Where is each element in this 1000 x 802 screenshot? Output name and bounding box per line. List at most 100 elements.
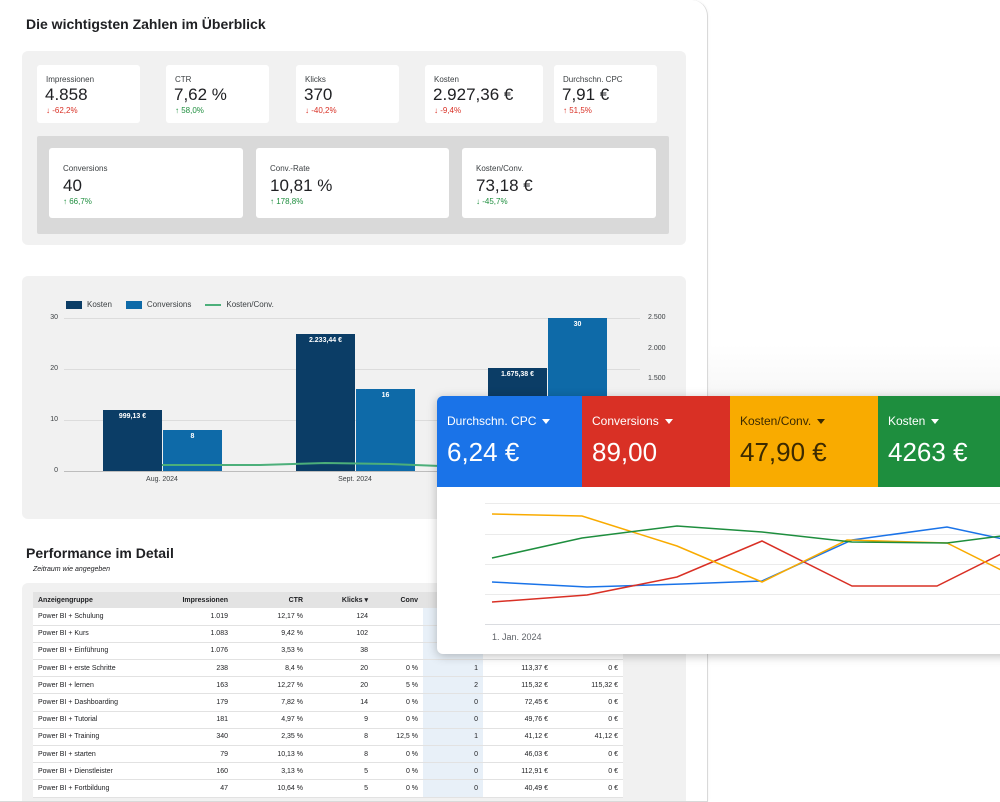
dashboard-kpi-label-text: Conversions	[592, 414, 659, 428]
table-cell: 115,32 €	[553, 676, 623, 695]
kpi-card[interactable]: CTR 7,62 % ↑ 58,0%	[166, 65, 269, 123]
kpi-value: 7,62 %	[174, 85, 227, 104]
dashboard-kpi-card[interactable]: Conversions 89,00	[582, 396, 730, 487]
table-cell: 160	[153, 762, 233, 781]
table-cell: 3,53 %	[233, 642, 308, 661]
dashboard-kpi-label[interactable]: Kosten/Conv.	[740, 414, 826, 428]
bar-label-kosten: 1.675,38 €	[500, 371, 535, 379]
table-cell: 5	[308, 762, 373, 781]
dashboard-kpi-value: 89,00	[592, 437, 658, 467]
y-tick-label: 10	[50, 416, 58, 423]
table-row[interactable]: Power BI + Tutorial 181 4,97 % 9 0 % 0 49,76 €…	[33, 711, 623, 729]
table-cell: 113,37 €	[483, 659, 553, 678]
dashboard-kpi-value: 6,24 €	[447, 437, 520, 467]
kpi-change: ↑ 58,0%	[175, 106, 204, 115]
table-row[interactable]: Power BI + lernen 163 12,27 % 20 5 % 2 115,32 …	[33, 676, 623, 695]
bar-kosten[interactable]	[103, 409, 162, 471]
kpi-label: Conversions	[63, 164, 108, 173]
table-header-cell[interactable]: Klicks ▾	[308, 592, 373, 608]
kpi-value: 2.927,36 €	[433, 85, 514, 104]
table-cell: 8,4 %	[233, 659, 308, 678]
bar-conversions[interactable]	[356, 389, 415, 471]
legend-swatch	[125, 300, 142, 309]
table-cell: 7,82 %	[233, 693, 308, 712]
y-tick-label: 0	[54, 467, 58, 474]
dashboard-line-chart	[491, 513, 1000, 603]
dashboard-kpi-label[interactable]: Durchschn. CPC	[447, 414, 551, 428]
report-title: Die wichtigsten Zahlen im Überblick	[26, 16, 266, 32]
chevron-down-icon[interactable]	[664, 419, 673, 425]
table-cell: 0 €	[553, 659, 623, 678]
bar-kosten[interactable]	[296, 334, 355, 471]
x-axis-date-label: 1. Jan. 2024	[492, 632, 542, 642]
table-header-cell[interactable]: Conv	[373, 592, 423, 608]
dashboard-kpi-label-text: Kosten	[888, 414, 926, 428]
legend-label: Kosten	[87, 300, 112, 309]
table-cell: 2	[423, 676, 483, 695]
table-cell: 1.076	[153, 642, 233, 661]
chevron-down-icon[interactable]	[542, 419, 551, 425]
table-cell: Power BI + Kurs	[33, 625, 153, 643]
table-row[interactable]: Power BI + Dienstleister 160 3,13 % 5 0 % 0 11…	[33, 762, 623, 781]
y-tick-label: 30	[50, 314, 58, 321]
dashboard-kpi-card[interactable]: Durchschn. CPC 6,24 €	[437, 396, 582, 487]
table-row[interactable]: Power BI + Training 340 2,35 % 8 12,5 % 1 41,1…	[33, 728, 623, 747]
table-row[interactable]: Power BI + erste Schritte 238 8,4 % 20 0 % 1 1…	[33, 659, 623, 678]
table-cell	[373, 625, 423, 643]
kpi-card[interactable]: Kosten/Conv. 73,18 € ↓ -45,7%	[462, 148, 656, 218]
table-cell: 0	[423, 745, 483, 764]
legend-label: Conversions	[146, 300, 192, 309]
kpi-card[interactable]: Impressionen 4.858 ↓ -62,2%	[37, 65, 140, 123]
table-cell	[373, 608, 423, 626]
chevron-down-icon[interactable]	[931, 419, 940, 425]
gridline	[485, 564, 1000, 565]
table-cell: 79	[153, 745, 233, 764]
kpi-value: 10,81 %	[270, 176, 333, 195]
table-cell: 0 %	[373, 659, 423, 678]
kpi-card[interactable]: Conversions 40 ↑ 66,7%	[49, 148, 243, 218]
legend-item-kosten[interactable]: Kosten	[66, 300, 112, 309]
table-row[interactable]: Power BI + starten 79 10,13 % 8 0 % 0 46,03 €0…	[33, 745, 623, 764]
table-header-cell[interactable]: Impressionen	[153, 592, 233, 608]
series-line-durchschn-cpc	[491, 526, 1000, 588]
legend-item-conversions[interactable]: Conversions	[125, 300, 192, 309]
chevron-down-icon[interactable]	[817, 419, 826, 425]
dashboard-kpi-label[interactable]: Conversions	[592, 414, 673, 428]
table-cell: Power BI + Schulung	[33, 608, 153, 626]
kpi-change: ↓ -62,2%	[46, 106, 78, 115]
table-row[interactable]: Power BI + Fortbildung 47 10,64 % 5 0 % 0 40,4…	[33, 779, 623, 798]
table-cell: Power BI + lernen	[33, 676, 153, 695]
kpi-card[interactable]: Kosten 2.927,36 € ↓ -9,4%	[425, 65, 543, 123]
dashboard-kpi-label[interactable]: Kosten	[888, 414, 940, 428]
dashboard-kpi-card[interactable]: Kosten 4263 €	[878, 396, 1000, 487]
kpi-card[interactable]: Durchschn. CPC 7,91 € ↑ 51,5%	[554, 65, 657, 123]
table-cell: 0 €	[553, 745, 623, 764]
table-cell: 0	[423, 711, 483, 729]
kpi-card[interactable]: Klicks 370 ↓ -40,2%	[296, 65, 399, 123]
bar-label-kosten: 999,13 €	[118, 412, 147, 420]
table-cell: 0 €	[553, 779, 623, 798]
table-row[interactable]: Power BI + Dashboarding 179 7,82 % 14 0 % 0 72…	[33, 693, 623, 712]
dashboard-card: Durchschn. CPC 6,24 € Conversions 89,00 Kost…	[437, 396, 1000, 654]
legend-swatch	[66, 300, 82, 309]
table-cell	[373, 642, 423, 661]
table-cell: 1.083	[153, 625, 233, 643]
legend-item-kosten-conv[interactable]: Kosten/Conv.	[205, 300, 274, 309]
table-cell: Power BI + Einführung	[33, 642, 153, 661]
kpi-label: Kosten	[434, 75, 459, 84]
legend-label: Kosten/Conv.	[226, 300, 274, 309]
gridline	[64, 471, 640, 472]
table-cell: 2,35 %	[233, 728, 308, 747]
dashboard-kpi-card[interactable]: Kosten/Conv. 47,90 €	[730, 396, 878, 487]
table-cell: 1.019	[153, 608, 233, 626]
kpi-label: Kosten/Conv.	[476, 164, 524, 173]
table-cell: 41,12 €	[483, 728, 553, 747]
kosten-conv-line-layer	[162, 461, 441, 467]
table-header-cell[interactable]: Anzeigengruppe	[33, 592, 153, 608]
kpi-card[interactable]: Conv.-Rate 10,81 % ↑ 178,8%	[256, 148, 449, 218]
table-header-cell[interactable]: CTR	[233, 592, 308, 608]
chart-legend[interactable]: Kosten Conversions Kosten/Conv.	[66, 300, 274, 309]
table-cell: 14	[308, 693, 373, 712]
table-cell: 12,17 %	[233, 608, 308, 626]
table-cell: 41,12 €	[553, 728, 623, 747]
